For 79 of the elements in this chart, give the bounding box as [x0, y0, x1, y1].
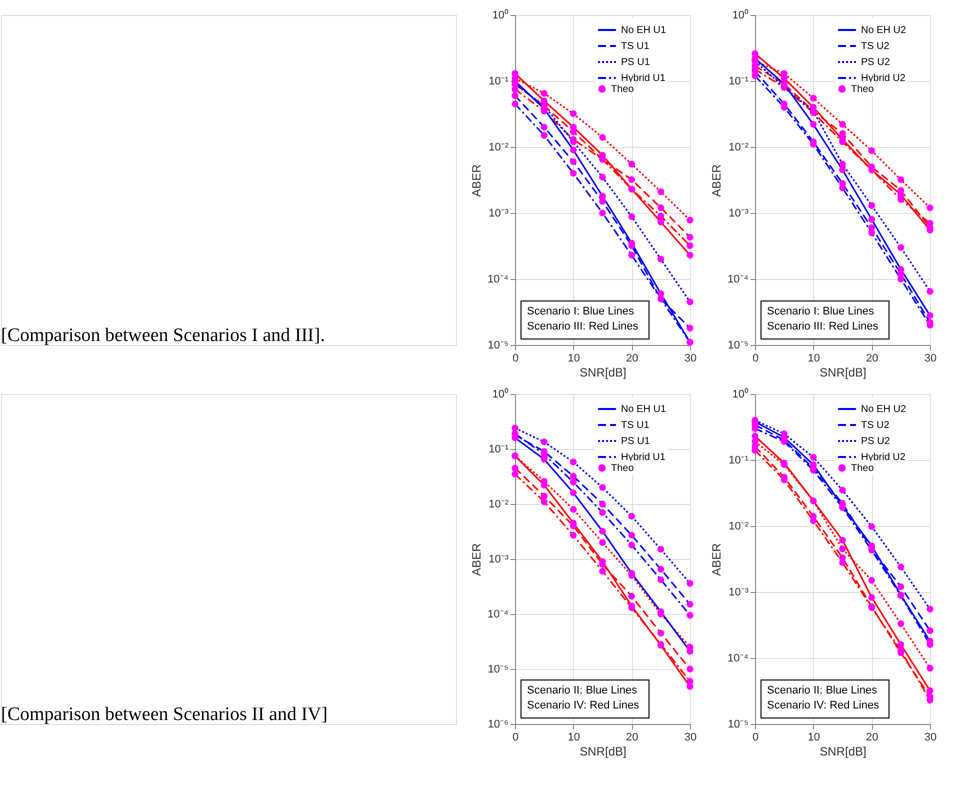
- annotation: Scenario IV: Red Lines: [767, 700, 880, 712]
- annotation: Scenario I: Blue Lines: [767, 306, 875, 318]
- y-tick-label: 10⁰: [492, 388, 508, 400]
- legend-label: No EH U2: [861, 404, 906, 415]
- legend-label: PS U1: [621, 57, 650, 68]
- y-tick-label: 10⁻³: [728, 208, 749, 220]
- x-tick-label: 10: [808, 732, 820, 744]
- legend-label: PS U2: [861, 57, 890, 68]
- legend-label: No EH U2: [861, 25, 906, 36]
- x-tick-label: 10: [808, 352, 820, 364]
- x-axis-title: SNR[dB]: [580, 366, 626, 380]
- legend-label: TS U2: [861, 41, 890, 52]
- legend-label: TS U2: [861, 420, 890, 431]
- x-tick-label: 20: [626, 352, 638, 364]
- y-tick-label: 10⁻⁵: [728, 718, 748, 730]
- y-tick-label: 10⁻¹: [728, 454, 749, 466]
- y-tick-label: 10⁻³: [488, 208, 509, 220]
- y-tick-label: 10⁻¹: [488, 444, 509, 456]
- text: [Comparison between Scenarios II and IV]: [1, 704, 328, 725]
- x-tick-label: 10: [568, 732, 580, 744]
- legend-label: PS U1: [621, 436, 650, 447]
- y-tick-label: 10⁻⁵: [488, 340, 508, 352]
- annotation: Scenario II: Blue Lines: [527, 684, 638, 696]
- legend-label: Hybrid U2: [861, 452, 906, 463]
- y-tick-label: 10⁻²: [488, 142, 509, 154]
- y-tick-label: 10⁻²: [728, 142, 749, 154]
- legend-label: Theo: [851, 84, 874, 95]
- y-tick-label: 10⁻⁵: [488, 664, 508, 676]
- x-tick-label: 10: [568, 352, 580, 364]
- y-axis-title: ABER: [470, 542, 484, 576]
- y-axis-title: ABER: [710, 542, 724, 576]
- y-tick-label: 10⁻⁴: [488, 608, 509, 620]
- legend-label: No EH U1: [621, 404, 666, 415]
- y-tick-label: 10⁻¹: [488, 76, 509, 88]
- y-tick-label: 10⁰: [732, 8, 748, 22]
- x-axis-title: SNR[dB]: [820, 366, 866, 380]
- annotation: Scenario III: Red Lines: [767, 320, 879, 332]
- legend-label: Theo: [611, 84, 634, 95]
- y-tick-label: 10⁻³: [728, 586, 749, 598]
- x-tick-label: 30: [684, 732, 697, 744]
- annotation: Scenario IV: Red Lines: [527, 700, 640, 712]
- legend-label: Hybrid U2: [861, 73, 906, 84]
- y-axis-title: ABER: [470, 164, 484, 197]
- x-tick-label: 30: [924, 352, 937, 364]
- annotation: Scenario I: Blue Lines: [527, 306, 635, 318]
- x-tick-label: 0: [512, 732, 519, 744]
- legend-label: Theo: [851, 463, 874, 474]
- y-tick-label: 10⁰: [732, 388, 748, 400]
- legend-label: Hybrid U1: [621, 452, 666, 463]
- x-tick-label: 0: [512, 352, 519, 364]
- x-tick-label: 20: [626, 732, 638, 744]
- y-tick-label: 10⁻⁴: [728, 652, 749, 664]
- y-tick-label: 10⁻⁵: [728, 340, 748, 352]
- x-tick-label: 30: [684, 352, 697, 364]
- x-tick-label: 20: [866, 732, 878, 744]
- x-tick-label: 0: [752, 732, 759, 744]
- legend-label: Theo: [611, 463, 634, 474]
- y-axis-title: ABER: [710, 164, 724, 197]
- x-tick-label: 30: [924, 732, 937, 744]
- x-axis-title: SNR[dB]: [820, 744, 866, 758]
- annotation: Scenario II: Blue Lines: [767, 684, 878, 696]
- y-tick-label: 10⁻⁶: [488, 718, 508, 730]
- x-axis-title: SNR[dB]: [580, 744, 626, 758]
- legend-label: No EH U1: [621, 25, 666, 36]
- y-tick-label: 10⁻¹: [728, 76, 749, 88]
- y-tick-label: 10⁻²: [488, 498, 509, 510]
- legend-label: Hybrid U1: [621, 73, 666, 84]
- x-tick-label: 0: [752, 352, 759, 364]
- legend-label: TS U1: [621, 41, 650, 52]
- y-tick-label: 10⁻³: [488, 554, 509, 566]
- legend-label: TS U1: [621, 420, 650, 431]
- legend-label: PS U2: [861, 436, 890, 447]
- y-tick-label: 10⁻⁴: [728, 274, 749, 286]
- text: [Comparison between Scenarios I and III].: [1, 325, 325, 346]
- x-tick-label: 20: [866, 352, 878, 364]
- annotation: Scenario III: Red Lines: [527, 320, 639, 332]
- y-tick-label: 10⁻²: [728, 520, 749, 532]
- y-tick-label: 10⁻⁴: [488, 274, 509, 286]
- y-tick-label: 10⁰: [492, 8, 508, 22]
